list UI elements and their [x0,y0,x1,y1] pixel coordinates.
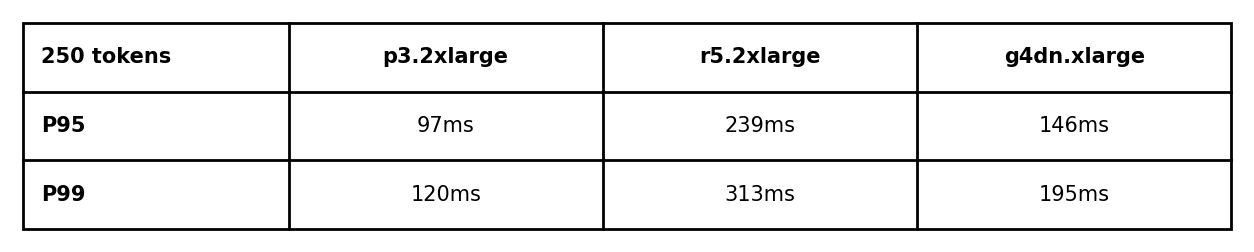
Text: P95: P95 [41,116,85,136]
Text: 313ms: 313ms [725,185,795,205]
Text: 250 tokens: 250 tokens [41,47,172,67]
Text: 97ms: 97ms [416,116,474,136]
Bar [23,23,1231,229]
Text: 120ms: 120ms [410,185,482,205]
Text: p3.2xlarge: p3.2xlarge [382,47,509,67]
Text: 146ms: 146ms [1038,116,1110,136]
Text: g4dn.xlarge: g4dn.xlarge [1003,47,1145,67]
Text: r5.2xlarge: r5.2xlarge [700,47,820,67]
Text: 195ms: 195ms [1038,185,1110,205]
Text: 239ms: 239ms [725,116,795,136]
Text: P99: P99 [41,185,85,205]
